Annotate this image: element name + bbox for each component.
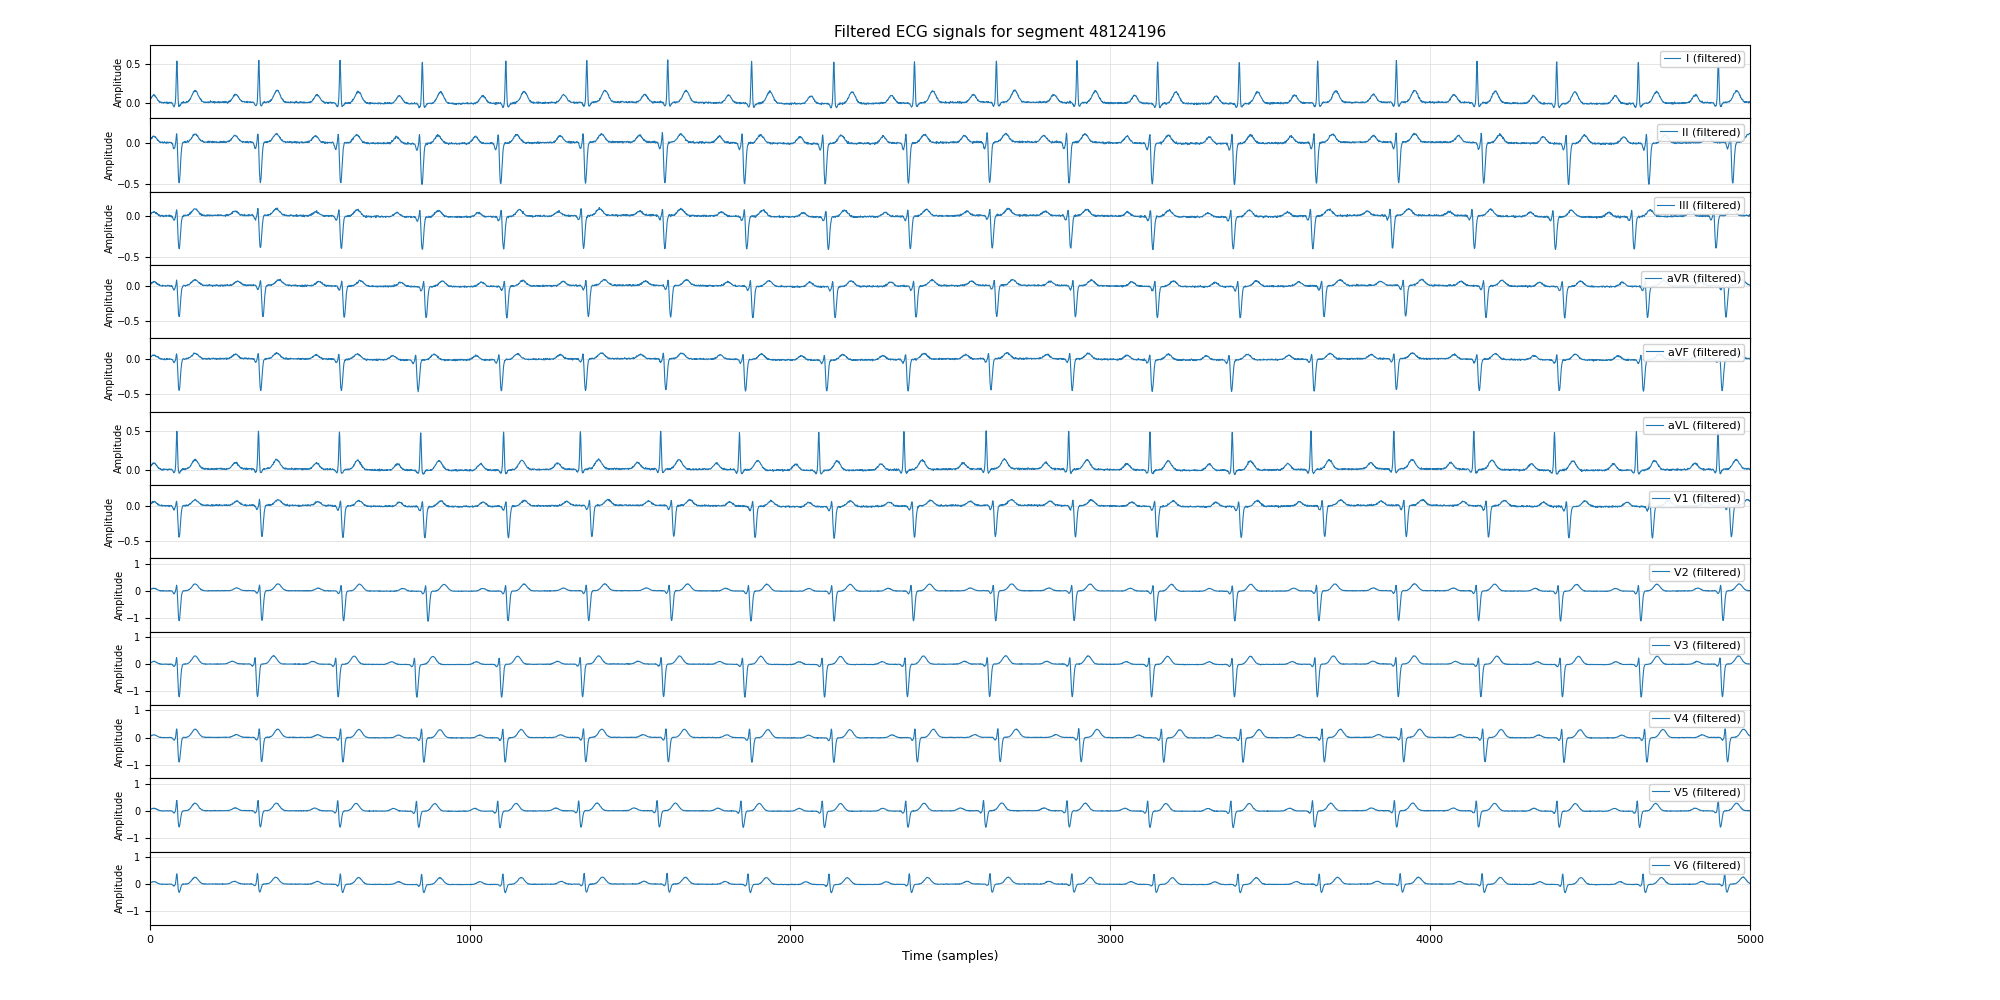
- Y-axis label: Amplitude: Amplitude: [114, 57, 124, 107]
- Legend: aVF (filtered): aVF (filtered): [1642, 344, 1744, 361]
- Legend: V5 (filtered): V5 (filtered): [1648, 784, 1744, 801]
- X-axis label: Time (samples): Time (samples): [902, 950, 998, 963]
- Y-axis label: Amplitude: Amplitude: [106, 497, 116, 547]
- Y-axis label: Amplitude: Amplitude: [106, 130, 116, 180]
- Legend: aVR (filtered): aVR (filtered): [1642, 271, 1744, 287]
- Y-axis label: Amplitude: Amplitude: [114, 643, 124, 693]
- Legend: III (filtered): III (filtered): [1654, 197, 1744, 214]
- Legend: V3 (filtered): V3 (filtered): [1648, 637, 1744, 654]
- Legend: V2 (filtered): V2 (filtered): [1648, 564, 1744, 581]
- Legend: V1 (filtered): V1 (filtered): [1648, 491, 1744, 507]
- Y-axis label: Amplitude: Amplitude: [106, 350, 116, 400]
- Y-axis label: Amplitude: Amplitude: [106, 277, 116, 327]
- Text: Filtered ECG signals for segment 48124196: Filtered ECG signals for segment 4812419…: [834, 25, 1166, 40]
- Y-axis label: Amplitude: Amplitude: [106, 203, 116, 253]
- Legend: V4 (filtered): V4 (filtered): [1648, 711, 1744, 727]
- Legend: II (filtered): II (filtered): [1656, 124, 1744, 141]
- Y-axis label: Amplitude: Amplitude: [114, 790, 124, 840]
- Y-axis label: Amplitude: Amplitude: [114, 423, 124, 473]
- Y-axis label: Amplitude: Amplitude: [114, 570, 124, 620]
- Legend: aVL (filtered): aVL (filtered): [1642, 417, 1744, 434]
- Y-axis label: Amplitude: Amplitude: [114, 863, 124, 913]
- Legend: I (filtered): I (filtered): [1660, 51, 1744, 67]
- Legend: V6 (filtered): V6 (filtered): [1648, 857, 1744, 874]
- Y-axis label: Amplitude: Amplitude: [114, 717, 124, 767]
